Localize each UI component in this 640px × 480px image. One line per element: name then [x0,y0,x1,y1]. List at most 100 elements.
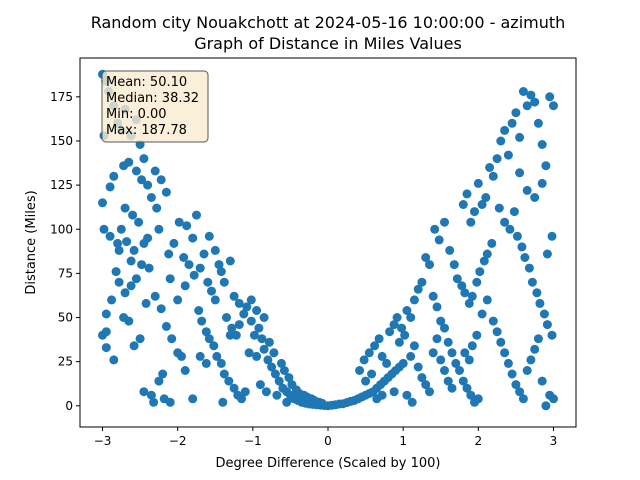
data-point [477,309,487,319]
data-point [152,203,162,213]
data-point [107,295,117,305]
data-point [272,390,282,400]
data-point [169,238,179,248]
data-point [398,358,408,368]
data-point [447,348,457,358]
data-point [417,277,427,287]
data-point [447,383,457,393]
x-tick-label: −3 [94,434,112,448]
data-point [407,397,417,407]
data-point [146,193,156,202]
stats-box: Mean: 50.10 Median: 38.32 Min: 0.00 Max:… [101,70,209,143]
x-tick-label: −2 [169,434,187,448]
data-point [518,394,528,404]
data-point [134,217,144,227]
data-point [165,274,175,284]
data-point [488,316,498,326]
data-point [180,366,190,375]
data-point [264,337,274,347]
data-point [533,334,543,344]
data-point [101,309,111,319]
data-point [477,200,487,209]
stats-median: Median: 38.32 [106,91,199,106]
data-point [545,92,555,102]
data-point [549,101,558,111]
x-tick-label: 1 [399,434,407,448]
stats-max: Max: 187.78 [106,123,187,138]
data-point [156,175,166,185]
data-point [452,274,462,284]
data-point [154,224,164,234]
data-point [129,245,139,255]
data-point [99,224,109,234]
data-point [421,253,431,262]
data-point [214,260,224,270]
data-point [128,210,138,220]
data-point [146,390,156,400]
data-point [496,337,506,347]
data-point [131,274,141,284]
data-point [451,358,461,368]
data-point [263,355,273,365]
data-point [180,281,190,291]
data-point [359,355,369,365]
data-point [219,369,229,379]
data-point [240,387,250,397]
data-point [485,163,495,172]
data-point [137,175,147,185]
data-point [255,380,265,390]
data-point [274,376,284,386]
data-point [542,320,552,330]
data-point [257,334,267,344]
x-tick-label: 2 [474,434,482,448]
data-point [259,313,269,322]
data-point [462,189,472,199]
data-point [481,193,491,202]
data-point [458,200,468,209]
data-point [101,343,111,353]
data-point [482,249,492,259]
data-point [440,323,449,333]
data-point [105,182,115,192]
data-point [518,87,528,96]
data-point [428,291,438,301]
y-tick-label: 0 [65,399,73,413]
stats-mean: Mean: 50.10 [106,75,187,90]
data-point [165,397,175,407]
data-point [229,291,239,301]
data-point [120,288,130,298]
data-point [432,302,442,312]
data-point [479,256,489,266]
data-point [216,358,226,368]
data-point [139,387,149,397]
data-point [455,366,464,375]
y-tick-label: 150 [50,134,73,148]
data-point [124,316,134,326]
data-point [434,235,444,245]
data-point [467,341,477,351]
data-point [432,334,442,344]
data-point [116,224,126,234]
data-point [207,286,216,296]
data-point [179,253,189,262]
data-point [526,90,536,100]
data-point [126,256,136,266]
data-point [188,394,198,404]
data-point [425,387,434,397]
data-point [526,355,536,365]
data-point [210,295,220,305]
data-point [174,217,184,227]
data-point [129,341,139,351]
data-point [460,348,470,358]
data-point [488,171,498,181]
data-point [367,369,377,379]
data-point [428,348,438,358]
stats-box-background [101,70,209,143]
chart-title-line1: Random city Nouakchott at 2024-05-16 10:… [91,13,566,32]
data-point [279,366,289,375]
data-point [496,136,506,146]
x-tick-label: 0 [324,434,332,448]
data-point [114,245,124,255]
data-point [150,291,160,301]
data-point [218,397,228,407]
